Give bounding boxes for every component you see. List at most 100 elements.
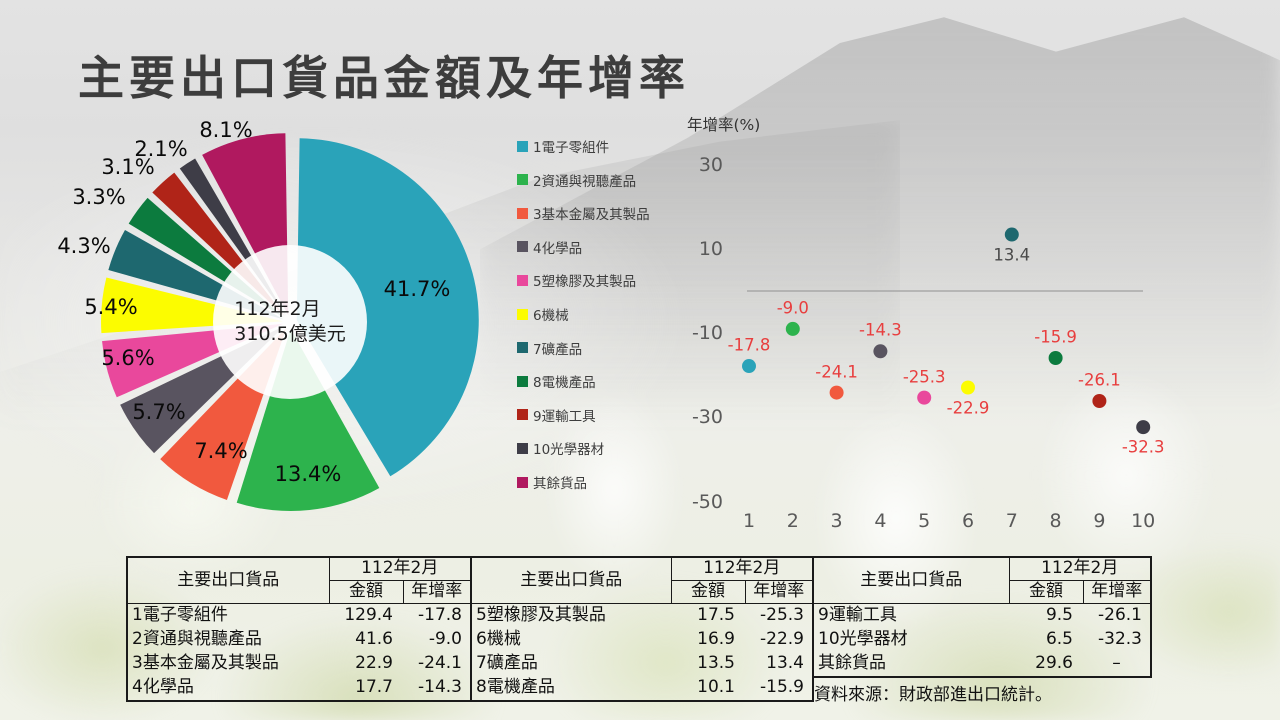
legend-item: 9運輸工具 (517, 405, 596, 425)
x-axis-tick: 8 (1049, 510, 1062, 532)
amount-cell: 10.1 (697, 677, 735, 698)
amount-cell: 17.5 (697, 605, 735, 626)
scatter-point-4 (873, 344, 888, 359)
table-header-period: 112年2月 (1008, 556, 1152, 581)
legend-item-label: 8電機產品 (533, 375, 596, 392)
donut-chart (101, 133, 479, 511)
amount-cell: 22.9 (355, 653, 393, 674)
legend-swatch-icon (517, 442, 528, 454)
table-header-yoy: 年增率 (1082, 580, 1152, 604)
amount-cell: 29.6 (1035, 653, 1073, 674)
export-table-3: 主要出口貨品 112年2月 金額 年增率 9運輸工具 9.5 -26.1 10光學器材 6.5 -… (812, 556, 1152, 678)
y-axis-tick: 30 (698, 153, 723, 176)
table-header-products: 主要出口貨品 (470, 556, 672, 604)
table-header-yoy: 年增率 (402, 580, 472, 604)
x-axis-tick: 9 (1093, 510, 1106, 532)
amount-cell: 129.4 (344, 605, 393, 626)
yoy-cell: – (1112, 653, 1121, 674)
legend-item: 5塑橡膠及其製品 (517, 270, 636, 290)
legend-item: 6機械 (517, 304, 569, 324)
scatter-point-7 (1004, 227, 1019, 242)
x-axis-tick: 5 (918, 510, 931, 532)
legend-swatch-icon (517, 174, 528, 186)
legend-item: 3基本金屬及其製品 (517, 203, 650, 223)
scatter-point-6 (961, 380, 975, 395)
table-row: 5塑橡膠及其製品 17.5 -25.3 (471, 604, 813, 629)
yoy-cell: -9.0 (428, 629, 462, 650)
legend-swatch-icon (517, 274, 528, 286)
x-axis-tick: 4 (874, 510, 887, 532)
table-header-products: 主要出口貨品 (812, 556, 1010, 604)
y-axis-tick: -30 (691, 406, 723, 429)
legend-item-label: 7礦產品 (533, 341, 583, 358)
legend-item: 7礦產品 (517, 338, 582, 358)
table-header-period: 112年2月 (670, 556, 814, 581)
yoy-cell: -25.3 (760, 605, 804, 626)
scatter-point-label: -24.1 (815, 362, 858, 382)
table-header-amount: 金額 (1008, 580, 1084, 604)
x-axis-tick: 2 (786, 510, 799, 532)
yoy-cell: -24.1 (418, 653, 462, 674)
x-axis-tick: 6 (961, 510, 975, 532)
product-name-cell: 4化學品 (132, 677, 194, 698)
donut-center-line1: 112年2月 (234, 297, 321, 320)
pie-slice-label: 4.3% (57, 234, 111, 258)
x-axis-tick: 1 (742, 510, 756, 532)
y-axis-tick: -10 (691, 322, 723, 345)
page-title: 主要出口貨品金額及年增率 (78, 51, 690, 105)
legend-item: 其餘貨品 (517, 472, 587, 492)
x-axis-tick: 3 (830, 510, 843, 532)
legend-item: 8電機產品 (517, 371, 596, 391)
scatter-point-label: -15.9 (1034, 327, 1077, 347)
yoy-cell: -17.8 (418, 605, 462, 626)
donut-center-line2: 310.5億美元 (234, 323, 346, 345)
legend-swatch-icon (517, 207, 528, 219)
legend-item-label: 4化學品 (533, 240, 583, 257)
scatter-point-label: -9.0 (776, 298, 809, 318)
table-header-amount: 金額 (670, 580, 746, 604)
legend-swatch-icon (517, 308, 528, 320)
product-name-cell: 其餘貨品 (818, 653, 886, 674)
table-row: 1電子零組件 129.4 -17.8 (127, 604, 471, 629)
amount-cell: 9.5 (1045, 605, 1073, 626)
table-header-period: 112年2月 (328, 556, 472, 581)
product-name-cell: 1電子零組件 (132, 605, 228, 626)
legend-swatch-icon (517, 476, 528, 488)
legend-item-label: 10光學器材 (533, 442, 605, 459)
legend-item-label: 6機械 (533, 308, 569, 324)
product-name-cell: 10光學器材 (818, 629, 908, 650)
yoy-cell: -22.9 (760, 629, 804, 650)
source-note: 資料來源：財政部進出口統計。 (814, 685, 1052, 705)
table-row: 9運輸工具 9.5 -26.1 (813, 604, 1151, 629)
yoy-cell: -14.3 (418, 677, 462, 698)
legend-item: 2資通與視聽產品 (517, 170, 636, 190)
legend-item-label: 3基本金屬及其製品 (533, 207, 650, 224)
pie-slice-1 (296, 138, 479, 477)
scatter-axis-title: 年增率(%) (687, 116, 761, 134)
legend-swatch-icon (517, 140, 528, 152)
legend-swatch-icon (517, 375, 528, 387)
legend-item: 10光學器材 (517, 438, 604, 458)
amount-cell: 6.5 (1045, 629, 1073, 650)
scatter-point-label: 13.4 (993, 245, 1031, 265)
scatter-point-label: -17.8 (727, 335, 771, 355)
y-axis-tick: 10 (698, 237, 723, 260)
table-header-yoy: 年增率 (744, 580, 814, 604)
legend-item: 4化學品 (517, 237, 582, 257)
product-name-cell: 5塑橡膠及其製品 (476, 605, 606, 626)
pie-slice-label: 13.4% (274, 462, 342, 486)
product-name-cell: 6機械 (476, 629, 521, 650)
pie-slice-label: 5.6% (101, 346, 155, 370)
table-row: 2資通與視聽產品 41.6 -9.0 (127, 628, 471, 652)
table-header-amount: 金額 (328, 580, 404, 604)
product-name-cell: 7礦產品 (476, 653, 538, 674)
pie-slice-label: 41.7% (383, 277, 451, 301)
scatter-chart (742, 227, 1151, 435)
scatter-point-1 (742, 359, 756, 374)
pie-slice-label: 5.4% (84, 295, 138, 319)
scatter-point-3 (829, 385, 844, 400)
legend-swatch-icon (517, 241, 528, 253)
product-name-cell: 9運輸工具 (818, 605, 897, 626)
table-row: 7礦產品 13.5 13.4 (471, 652, 813, 676)
